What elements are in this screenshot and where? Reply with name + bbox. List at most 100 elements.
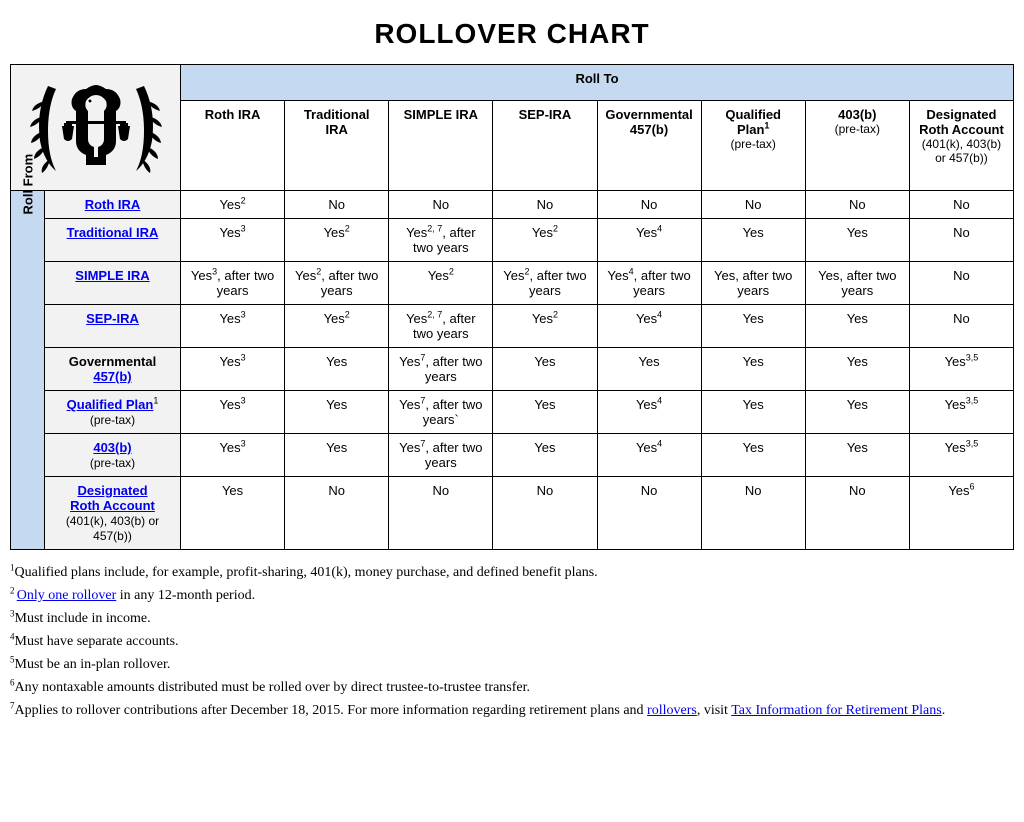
column-header-5: Qualified Plan1(pre-tax) [701,100,805,190]
cell-7-2: No [389,477,493,550]
row-header-link2[interactable]: 457(b) [93,369,131,384]
table-row: SIMPLE IRAYes3, after two yearsYes2, aft… [11,262,1014,305]
row-header-1: Traditional IRA [45,219,181,262]
footnote-5: 5Must be an in-plan rollover. [10,654,1014,675]
cell-6-0: Yes3 [181,434,285,477]
cell-6-5: Yes [701,434,805,477]
footnote-2: 2 Only one rollover in any 12-month peri… [10,585,1014,606]
row-header-2: SIMPLE IRA [45,262,181,305]
footnotes: 1Qualified plans include, for example, p… [10,562,1014,721]
row-header-6: 403(b)(pre-tax) [45,434,181,477]
cell-0-2: No [389,191,493,219]
footnote-6: 6Any nontaxable amounts distributed must… [10,677,1014,698]
row-header-3: SEP-IRA [45,305,181,348]
cell-0-1: No [285,191,389,219]
cell-1-3: Yes2 [493,219,597,262]
cell-3-6: Yes [805,305,909,348]
cell-0-6: No [805,191,909,219]
footnote-7-link-rollovers[interactable]: rollovers [647,703,697,718]
row-header-link[interactable]: SEP-IRA [86,311,139,326]
cell-6-6: Yes [805,434,909,477]
cell-5-4: Yes4 [597,391,701,434]
row-header-link[interactable]: Designated [77,483,147,498]
cell-4-1: Yes [285,348,389,391]
column-header-0: Roth IRA [181,100,285,190]
cell-7-3: No [493,477,597,550]
rollover-table: Roll To Roth IRATraditional IRASIMPLE IR… [10,64,1014,550]
table-row: Governmental457(b)Yes3YesYes7, after two… [11,348,1014,391]
cell-1-2: Yes2, 7, after two years [389,219,493,262]
cell-0-3: No [493,191,597,219]
cell-1-6: Yes [805,219,909,262]
column-header-3: SEP-IRA [493,100,597,190]
cell-6-3: Yes [493,434,597,477]
row-header-7: DesignatedRoth Account(401(k), 403(b) or… [45,477,181,550]
cell-4-0: Yes3 [181,348,285,391]
cell-2-5: Yes, after two years [701,262,805,305]
cell-5-5: Yes [701,391,805,434]
irs-logo-icon [26,169,166,184]
cell-5-3: Yes [493,391,597,434]
page-title: ROLLOVER CHART [10,18,1014,50]
cell-4-4: Yes [597,348,701,391]
rollto-header: Roll To [181,65,1014,101]
table-row: 403(b)(pre-tax)Yes3YesYes7, after two ye… [11,434,1014,477]
footnote-7-link-taxinfo[interactable]: Tax Information for Retirement Plans [731,703,942,718]
row-header-link[interactable]: 403(b) [93,440,131,455]
column-header-1: Traditional IRA [285,100,389,190]
table-row: SEP-IRAYes3Yes2Yes2, 7, after two yearsY… [11,305,1014,348]
cell-4-3: Yes [493,348,597,391]
cell-0-0: Yes2 [181,191,285,219]
row-header-4: Governmental457(b) [45,348,181,391]
cell-1-7: No [909,219,1013,262]
cell-6-2: Yes7, after two years [389,434,493,477]
table-row: Roll FromRoth IRAYes2NoNoNoNoNoNoNo [11,191,1014,219]
footnote-1: 1Qualified plans include, for example, p… [10,562,1014,583]
table-row: Qualified Plan1(pre-tax)Yes3YesYes7, aft… [11,391,1014,434]
cell-3-7: No [909,305,1013,348]
cell-1-4: Yes4 [597,219,701,262]
cell-5-6: Yes [805,391,909,434]
cell-7-6: No [805,477,909,550]
footnote-4: 4Must have separate accounts. [10,631,1014,652]
cell-6-7: Yes3,5 [909,434,1013,477]
cell-3-3: Yes2 [493,305,597,348]
cell-0-7: No [909,191,1013,219]
column-header-6: 403(b)(pre-tax) [805,100,909,190]
cell-7-0: Yes [181,477,285,550]
cell-3-1: Yes2 [285,305,389,348]
cell-2-1: Yes2, after two years [285,262,389,305]
cell-0-4: No [597,191,701,219]
column-header-2: SIMPLE IRA [389,100,493,190]
table-row: Traditional IRAYes3Yes2Yes2, 7, after tw… [11,219,1014,262]
row-header-link2[interactable]: Roth Account [70,498,155,513]
cell-6-4: Yes4 [597,434,701,477]
cell-4-7: Yes3,5 [909,348,1013,391]
cell-3-0: Yes3 [181,305,285,348]
row-header-link[interactable]: Qualified Plan [67,397,154,412]
rollfrom-header: Roll From [11,191,45,550]
row-header-0: Roth IRA [45,191,181,219]
footnote-3: 3Must include in income. [10,608,1014,629]
row-header-link[interactable]: SIMPLE IRA [75,268,149,283]
cell-1-1: Yes2 [285,219,389,262]
cell-7-5: No [701,477,805,550]
row-header-5: Qualified Plan1(pre-tax) [45,391,181,434]
logo-cell [11,65,181,191]
cell-7-1: No [285,477,389,550]
cell-2-3: Yes2, after two years [493,262,597,305]
cell-6-1: Yes [285,434,389,477]
footnote-2-link[interactable]: Only one rollover [17,588,117,603]
cell-3-2: Yes2, 7, after two years [389,305,493,348]
cell-2-6: Yes, after two years [805,262,909,305]
row-header-link[interactable]: Roth IRA [85,197,141,212]
cell-0-5: No [701,191,805,219]
cell-5-1: Yes [285,391,389,434]
cell-1-0: Yes3 [181,219,285,262]
cell-5-0: Yes3 [181,391,285,434]
table-row: DesignatedRoth Account(401(k), 403(b) or… [11,477,1014,550]
row-header-link[interactable]: Traditional IRA [67,225,159,240]
footnote-7: 7Applies to rollover contributions after… [10,700,1014,721]
cell-7-4: No [597,477,701,550]
cell-2-0: Yes3, after two years [181,262,285,305]
